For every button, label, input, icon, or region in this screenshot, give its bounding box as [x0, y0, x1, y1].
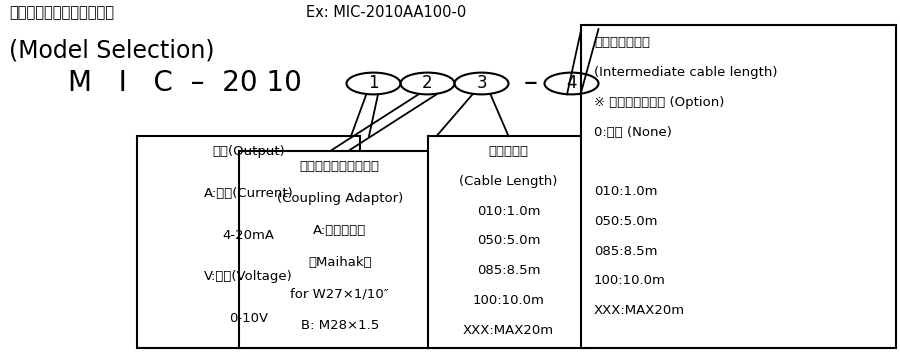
Text: for W27×1/10″: for W27×1/10″ [291, 287, 389, 301]
Text: Ex: MIC-2010AA100-0: Ex: MIC-2010AA100-0 [306, 5, 466, 20]
Text: XXX:MAX20m: XXX:MAX20m [594, 304, 685, 317]
Text: (Cable Length): (Cable Length) [459, 175, 558, 188]
Text: XXX:MAX20m: XXX:MAX20m [463, 324, 554, 337]
Text: 4: 4 [566, 74, 577, 93]
Text: –: – [524, 69, 538, 98]
Text: (Model Selection): (Model Selection) [9, 38, 214, 62]
Text: ケーブル長: ケーブル長 [489, 145, 528, 158]
Text: 筒内圧センサ型番選定基準: 筒内圧センサ型番選定基準 [9, 5, 114, 20]
Text: （Maihak）: （Maihak） [308, 256, 372, 269]
Text: A:マイハック: A:マイハック [313, 224, 366, 237]
Text: 3: 3 [476, 74, 487, 93]
Text: V:電圧(Voltage): V:電圧(Voltage) [204, 270, 292, 284]
Text: 010:1.0m: 010:1.0m [477, 205, 540, 218]
Text: 100:10.0m: 100:10.0m [594, 274, 666, 287]
Text: カップリングアダプタ: カップリングアダプタ [300, 160, 380, 173]
Text: 050:5.0m: 050:5.0m [594, 215, 658, 228]
Text: B: M28×1.5: B: M28×1.5 [301, 319, 379, 333]
Text: 2: 2 [422, 74, 433, 93]
Text: 4-20mA: 4-20mA [222, 229, 274, 242]
Text: ※ オプション対応 (Option): ※ オプション対応 (Option) [594, 96, 724, 109]
Text: 010:1.0m: 010:1.0m [594, 185, 658, 198]
Text: (Intermediate cable length): (Intermediate cable length) [594, 66, 778, 79]
Text: 050:5.0m: 050:5.0m [477, 234, 540, 248]
Text: 0:　無 (None): 0: 無 (None) [594, 126, 672, 139]
Text: A:電流(Current): A:電流(Current) [203, 187, 293, 200]
Text: 100:10.0m: 100:10.0m [472, 294, 544, 307]
Bar [580, 25, 896, 348]
Bar [428, 136, 590, 348]
Text: 中間ケーブル長: 中間ケーブル長 [594, 36, 650, 49]
Bar [238, 151, 441, 348]
Text: 085:8.5m: 085:8.5m [594, 245, 658, 258]
Text: 1: 1 [368, 74, 379, 93]
Text: 出力(Output): 出力(Output) [212, 145, 284, 158]
Bar [137, 136, 360, 348]
Text: 085:8.5m: 085:8.5m [477, 264, 540, 277]
Text: 0-10V: 0-10V [229, 312, 268, 325]
Text: (Coupling Adaptor): (Coupling Adaptor) [276, 192, 403, 205]
Text: M   I   C  –  20 10: M I C – 20 10 [68, 69, 302, 98]
